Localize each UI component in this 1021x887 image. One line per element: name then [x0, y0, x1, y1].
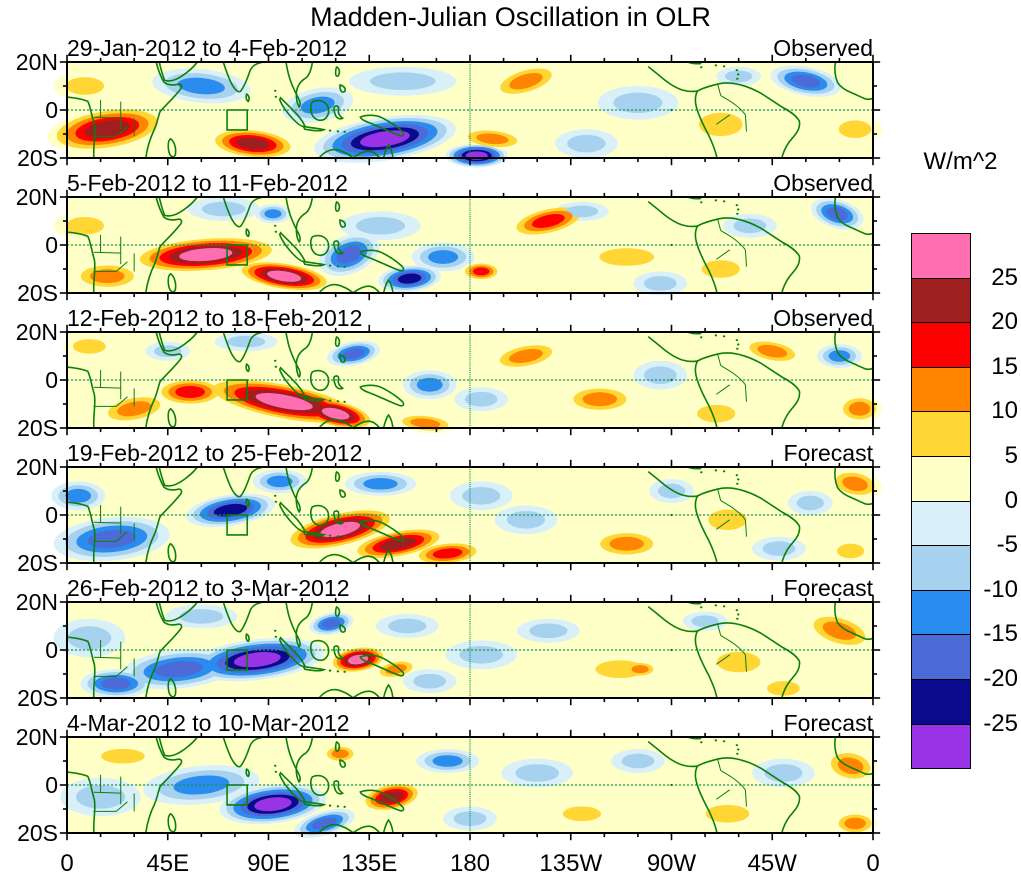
colorbar-cell: [911, 411, 971, 457]
map-panel-4: [51, 467, 882, 563]
y-axis-tick-label: 20N: [15, 319, 58, 345]
colorbar-unit-label: W/m^2: [923, 148, 998, 175]
y-axis-tick-label: 0: [45, 367, 58, 393]
y-axis-tick-label: 20S: [17, 280, 58, 306]
y-axis-tick-label: 20S: [17, 145, 58, 171]
panel-header: 5-Feb-2012 to 11-Feb-2012 Observed: [67, 170, 873, 196]
panel-date-range: 26-Feb-2012 to 3-Mar-2012: [67, 575, 350, 601]
colorbar-cell: [911, 322, 971, 368]
y-axis-tick-label: 20N: [15, 49, 58, 75]
y-axis-tick-label: 0: [45, 232, 58, 258]
y-axis-tick-label: 0: [45, 772, 58, 798]
colorbar-cell: [911, 634, 971, 680]
x-axis-tick-label: 45W: [747, 850, 797, 877]
panel-status-label: Observed: [773, 305, 873, 331]
x-axis-tick-label: 135W: [539, 850, 603, 877]
panel-header: 19-Feb-2012 to 25-Feb-2012 Forecast: [67, 440, 873, 466]
colorbar: [911, 233, 971, 770]
panel-status-label: Forecast: [783, 440, 873, 466]
panel-status-label: Observed: [773, 170, 873, 196]
y-axis-tick-label: 20N: [15, 589, 58, 615]
x-axis-tick-label: 0: [60, 850, 74, 877]
colorbar-cell: [911, 233, 971, 279]
y-axis-tick-label: 0: [45, 97, 58, 123]
panel-header: 29-Jan-2012 to 4-Feb-2012 Observed: [67, 35, 873, 61]
y-axis-tick-label: 20N: [15, 454, 58, 480]
figure-title: Madden-Julian Oscillation in OLR: [310, 2, 711, 32]
y-axis-tick-label: 0: [45, 502, 58, 528]
colorbar-cell: [911, 545, 971, 591]
panel-date-range: 19-Feb-2012 to 25-Feb-2012: [67, 440, 363, 466]
x-axis-tick-label: 45E: [146, 850, 190, 877]
colorbar-tick-label: 20: [991, 308, 1018, 336]
colorbar-tick-label: 15: [991, 352, 1018, 380]
panel-date-range: 29-Jan-2012 to 4-Feb-2012: [67, 35, 348, 61]
panel-status-label: Forecast: [783, 575, 873, 601]
x-axis-tick-label: 90E: [247, 850, 290, 877]
x-axis-tick-label: 90W: [646, 850, 697, 877]
colorbar-tick-label: -25: [983, 709, 1018, 737]
panel-date-range: 12-Feb-2012 to 18-Feb-2012: [67, 305, 363, 331]
colorbar-cell: [911, 723, 971, 770]
colorbar-cell: [911, 366, 971, 413]
map-panel-1: [47, 62, 882, 168]
x-axis-tick-label: 180: [449, 850, 491, 877]
panel-header: 12-Feb-2012 to 18-Feb-2012 Observed: [67, 305, 873, 331]
colorbar-tick-label: 0: [1004, 486, 1018, 514]
panel-date-range: 5-Feb-2012 to 11-Feb-2012: [67, 170, 348, 196]
colorbar-tick-label: -5: [996, 531, 1018, 559]
panel-date-range: 4-Mar-2012 to 10-Mar-2012: [67, 710, 350, 736]
colorbar-tick-label: 25: [991, 263, 1018, 291]
colorbar-tick-label: 5: [1004, 442, 1018, 469]
map-panel-2: [53, 197, 873, 293]
colorbar-tick-label: -15: [983, 620, 1018, 648]
panel-header: 4-Mar-2012 to 10-Mar-2012 Forecast: [67, 710, 873, 736]
panel-status-label: Observed: [773, 35, 873, 61]
colorbar-tick-label: 10: [991, 397, 1018, 425]
y-axis-tick-label: 20N: [15, 184, 58, 210]
map-panel-5: [53, 602, 873, 698]
x-axis-tick-label: 0: [866, 850, 880, 877]
panel-header: 26-Feb-2012 to 3-Mar-2012 Forecast: [67, 575, 873, 601]
y-axis-tick-label: 20S: [17, 415, 58, 441]
map-panel-6: [67, 737, 873, 833]
y-axis-tick-label: 20S: [17, 685, 58, 711]
y-axis-tick-label: 0: [45, 637, 58, 663]
colorbar-cell: [911, 678, 971, 725]
panel-status-label: Forecast: [783, 710, 873, 736]
colorbar-cell: [911, 277, 971, 324]
colorbar-cell: [911, 455, 971, 502]
colorbar-tick-label: -20: [983, 665, 1018, 692]
y-axis-tick-label: 20N: [15, 724, 58, 750]
colorbar-tick-label: -10: [983, 575, 1018, 603]
y-axis-tick-label: 20S: [17, 550, 58, 576]
map-panel-3: [67, 332, 882, 428]
y-axis-tick-label: 20S: [17, 820, 58, 846]
x-axis-tick-label: 135E: [341, 850, 398, 877]
colorbar-cell: [911, 589, 971, 636]
